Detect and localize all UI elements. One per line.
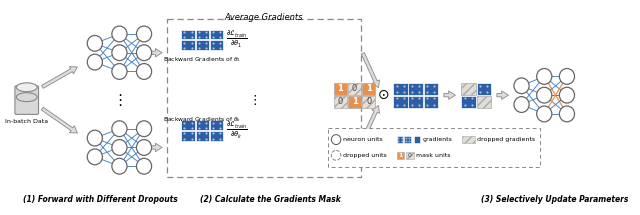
Text: (2) Calculate the Gradients Mask: (2) Calculate the Gradients Mask — [200, 195, 341, 204]
Text: 0: 0 — [352, 84, 357, 93]
Bar — [181, 120, 195, 130]
Circle shape — [136, 45, 152, 61]
Circle shape — [136, 26, 152, 42]
Circle shape — [537, 69, 552, 84]
Bar — [477, 83, 491, 95]
Bar — [408, 95, 423, 108]
Circle shape — [537, 106, 552, 122]
Bar — [362, 83, 376, 95]
Circle shape — [332, 135, 341, 144]
Circle shape — [136, 140, 152, 155]
Bar — [406, 152, 413, 159]
Circle shape — [87, 35, 102, 51]
Text: 0: 0 — [408, 153, 412, 158]
Bar — [404, 136, 411, 143]
Circle shape — [514, 97, 529, 112]
Bar — [462, 136, 475, 143]
Circle shape — [87, 149, 102, 165]
Text: ⋮: ⋮ — [112, 93, 127, 108]
Bar — [328, 128, 540, 167]
Bar — [333, 95, 347, 108]
Text: Average Gradients: Average Gradients — [225, 13, 303, 22]
Text: 1: 1 — [366, 84, 372, 93]
Text: $\frac{\partial \mathcal{L}_{train}}{\partial \theta_1}$: $\frac{\partial \mathcal{L}_{train}}{\pa… — [227, 30, 248, 50]
Circle shape — [112, 140, 127, 155]
Bar — [413, 136, 420, 143]
Bar — [424, 83, 438, 95]
Bar — [393, 95, 408, 108]
Text: $\frac{\partial \mathcal{L}_{train}}{\partial \theta_k}$: $\frac{\partial \mathcal{L}_{train}}{\pa… — [227, 121, 248, 141]
Bar — [196, 29, 209, 39]
Circle shape — [559, 106, 575, 122]
Circle shape — [112, 158, 127, 174]
Bar — [181, 40, 195, 50]
Circle shape — [514, 78, 529, 94]
Circle shape — [136, 158, 152, 174]
Text: ⋮: ⋮ — [248, 94, 260, 107]
Circle shape — [332, 150, 341, 160]
Circle shape — [87, 54, 102, 70]
Bar — [477, 95, 491, 108]
Circle shape — [136, 64, 152, 79]
Text: (1) Forward with Different Dropouts: (1) Forward with Different Dropouts — [23, 195, 178, 204]
Circle shape — [112, 64, 127, 79]
Circle shape — [559, 69, 575, 84]
Bar — [210, 131, 223, 141]
Circle shape — [112, 45, 127, 61]
Text: gradients: gradients — [422, 137, 452, 142]
Circle shape — [559, 87, 575, 103]
Text: mask units: mask units — [415, 153, 450, 158]
Bar — [167, 19, 361, 177]
Bar — [196, 120, 209, 130]
Bar — [362, 95, 376, 108]
Bar — [397, 152, 404, 159]
Text: 1: 1 — [351, 97, 358, 106]
Ellipse shape — [16, 83, 37, 92]
Text: 1: 1 — [398, 153, 403, 158]
Text: neuron units: neuron units — [343, 137, 383, 142]
Bar — [181, 131, 195, 141]
Circle shape — [112, 121, 127, 137]
Ellipse shape — [16, 93, 37, 101]
Bar — [210, 40, 223, 50]
Bar — [397, 136, 403, 143]
Bar — [408, 83, 423, 95]
Text: 1: 1 — [337, 84, 343, 93]
Text: Backward Gradients of $\theta_1$: Backward Gradients of $\theta_1$ — [163, 55, 241, 64]
Bar — [348, 83, 361, 95]
Text: dropped units: dropped units — [343, 153, 387, 158]
Bar — [461, 83, 476, 95]
Bar — [181, 29, 195, 39]
Bar — [210, 29, 223, 39]
Bar — [196, 131, 209, 141]
Text: dropped gradients: dropped gradients — [477, 137, 535, 142]
Bar — [196, 40, 209, 50]
Text: 0: 0 — [366, 97, 371, 106]
FancyBboxPatch shape — [15, 86, 38, 114]
Bar — [333, 83, 347, 95]
Circle shape — [537, 87, 552, 103]
Text: In-batch Data: In-batch Data — [5, 119, 48, 124]
Text: Backward Gradients of $\theta_k$: Backward Gradients of $\theta_k$ — [163, 115, 241, 124]
Bar — [461, 95, 476, 108]
Text: ⊙: ⊙ — [378, 88, 389, 102]
Bar — [424, 95, 438, 108]
Bar — [348, 95, 361, 108]
Circle shape — [112, 26, 127, 42]
Bar — [393, 83, 408, 95]
Text: 0: 0 — [338, 97, 343, 106]
Bar — [210, 120, 223, 130]
Text: (3) Selectively Update Parameters: (3) Selectively Update Parameters — [481, 195, 628, 204]
Circle shape — [136, 121, 152, 137]
Circle shape — [87, 130, 102, 146]
